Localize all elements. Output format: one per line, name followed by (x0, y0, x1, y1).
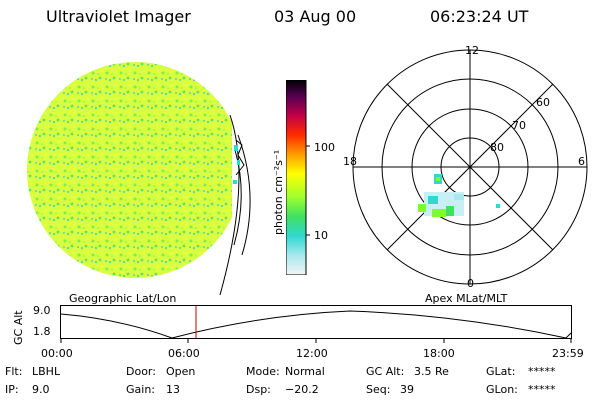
geo-grid-lines (219, 114, 251, 296)
footer-gcalt-value: 3.5 Re (414, 365, 449, 378)
colorbar-unit-label: photon cm⁻²s⁻¹ (272, 149, 285, 235)
app-title: Ultraviolet Imager (46, 7, 191, 26)
footer-ip-label: IP: (5, 383, 19, 396)
altitude-curve (60, 310, 572, 339)
x-tick-1200: 12:00 (296, 347, 328, 360)
footer-flt-label: Flt: (5, 365, 23, 378)
altitude-plot (60, 305, 572, 343)
footer-glat-label: GLat: (486, 365, 516, 378)
aurora-patches (418, 174, 500, 217)
mlt-label-6: 6 (578, 155, 585, 168)
lat-label-60: 60 (536, 96, 550, 109)
alt-tick-1-8: 1.8 (33, 325, 51, 338)
date-label: 03 Aug 00 (274, 7, 357, 26)
mlt-label-18: 18 (343, 155, 357, 168)
footer-mode-value: Normal (285, 365, 325, 378)
aurora-edge (233, 145, 240, 184)
footer-mode-label: Mode: (246, 365, 280, 378)
footer-door-value: Open (166, 365, 196, 378)
lat-label-80: 80 (490, 141, 504, 154)
footer-flt-value: LBHL (32, 365, 61, 378)
footer-glon-value: ***** (528, 383, 556, 396)
x-tick-0000: 00:00 (41, 347, 73, 360)
footer-gain-label: Gain: (126, 383, 155, 396)
x-tick-2359: 23:59 (552, 347, 584, 360)
x-tick-0600: 06:00 (168, 347, 200, 360)
alt-tick-9: 9.0 (33, 304, 51, 317)
x-tick-1800: 18:00 (423, 347, 455, 360)
footer-glon-label: GLon: (486, 383, 518, 396)
colorbar-tick-100: 100 (314, 141, 335, 154)
colorbar-tick-10: 10 (314, 229, 328, 242)
lat-label-70: 70 (512, 119, 526, 132)
earth-disk (27, 62, 243, 278)
polar-diagonal-2 (386, 83, 554, 251)
geographic-panel-label: Geographic Lat/Lon (69, 292, 177, 305)
mlt-label-12: 12 (465, 44, 479, 57)
footer-dsp-value: −20.2 (285, 383, 319, 396)
footer-gain-value: 13 (166, 383, 180, 396)
alt-plot-ylabel: GC Alt (12, 310, 25, 345)
footer-dsp-label: Dsp: (246, 383, 271, 396)
footer-glat-value: ***** (528, 365, 556, 378)
altitude-plot-frame (60, 305, 572, 339)
footer-seq-label: Seq: (366, 383, 391, 396)
apex-panel-label: Apex MLat/MLT (425, 292, 508, 305)
geographic-image (27, 62, 251, 296)
mlt-label-0: 0 (467, 277, 474, 290)
polar-plot (352, 49, 588, 285)
colorbar (286, 80, 310, 275)
footer-ip-value: 9.0 (32, 383, 50, 396)
footer-seq-value: 39 (400, 383, 414, 396)
time-label: 06:23:24 UT (430, 7, 529, 26)
footer-door-label: Door: (126, 365, 156, 378)
footer-gcalt-label: GC Alt: (366, 365, 405, 378)
